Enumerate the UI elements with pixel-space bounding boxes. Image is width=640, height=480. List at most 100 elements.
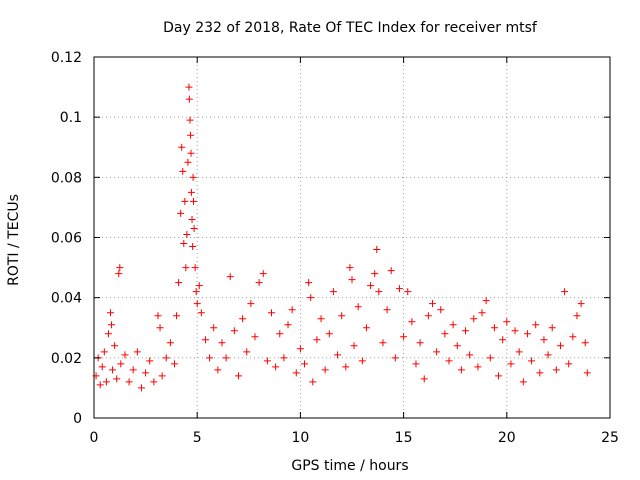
data-point bbox=[276, 330, 284, 338]
data-point bbox=[511, 327, 519, 335]
data-point bbox=[329, 288, 337, 296]
data-point bbox=[104, 330, 112, 338]
data-point bbox=[272, 363, 280, 371]
data-point bbox=[292, 369, 300, 377]
data-point bbox=[226, 273, 234, 281]
data-point bbox=[404, 288, 412, 296]
data-point bbox=[348, 276, 356, 284]
data-point bbox=[98, 363, 106, 371]
data-point bbox=[187, 149, 195, 157]
data-point bbox=[457, 366, 465, 374]
data-point bbox=[441, 330, 449, 338]
data-point bbox=[178, 143, 186, 151]
data-point bbox=[387, 267, 395, 275]
data-point bbox=[284, 321, 292, 329]
data-point bbox=[180, 240, 188, 248]
data-point bbox=[187, 188, 195, 196]
data-point bbox=[309, 378, 317, 386]
data-point bbox=[251, 333, 259, 341]
data-point bbox=[420, 375, 428, 383]
data-point bbox=[259, 270, 267, 278]
data-point bbox=[125, 378, 133, 386]
data-point bbox=[183, 230, 191, 238]
data-point bbox=[490, 324, 498, 332]
data-point bbox=[188, 215, 196, 223]
data-point bbox=[195, 282, 203, 290]
data-point bbox=[107, 309, 115, 317]
data-point bbox=[206, 354, 214, 362]
data-point bbox=[166, 339, 174, 347]
data-point bbox=[412, 360, 420, 368]
data-point bbox=[189, 173, 197, 181]
data-point bbox=[191, 264, 199, 272]
data-point bbox=[342, 363, 350, 371]
data-point bbox=[186, 116, 194, 124]
axis-ticks: 0 5 10 15 20 25 0 0.02 0.04 0.06 0.08 0.1 0.12 bbox=[51, 50, 619, 446]
data-point bbox=[482, 297, 490, 305]
data-point bbox=[565, 360, 573, 368]
y-tick-label: 0.1 bbox=[60, 110, 82, 126]
data-point bbox=[507, 360, 515, 368]
data-point bbox=[218, 339, 226, 347]
data-point bbox=[350, 342, 358, 350]
data-point bbox=[197, 309, 205, 317]
data-point bbox=[466, 351, 474, 359]
data-point bbox=[185, 95, 193, 103]
data-point bbox=[113, 375, 121, 383]
data-point bbox=[173, 312, 181, 320]
data-point bbox=[96, 381, 104, 389]
data-point bbox=[201, 336, 209, 344]
data-point bbox=[115, 270, 123, 278]
data-point bbox=[317, 315, 325, 323]
grid-lines bbox=[94, 57, 610, 418]
data-point bbox=[177, 209, 185, 217]
data-point bbox=[433, 348, 441, 356]
data-point bbox=[362, 324, 370, 332]
data-point bbox=[583, 369, 591, 377]
y-tick-label: 0.12 bbox=[51, 50, 82, 66]
data-point bbox=[358, 357, 366, 365]
data-point bbox=[474, 363, 482, 371]
data-point bbox=[424, 312, 432, 320]
data-point bbox=[100, 348, 108, 356]
data-point bbox=[182, 264, 190, 272]
data-point bbox=[179, 167, 187, 175]
data-point bbox=[129, 366, 137, 374]
y-tick-label: 0.06 bbox=[51, 231, 82, 247]
data-point bbox=[416, 339, 424, 347]
y-tick-label: 0.04 bbox=[51, 291, 82, 307]
data-point bbox=[462, 327, 470, 335]
data-point bbox=[528, 357, 536, 365]
data-point bbox=[247, 300, 255, 308]
data-points bbox=[92, 83, 591, 392]
data-point bbox=[391, 354, 399, 362]
data-point bbox=[373, 246, 381, 254]
data-point bbox=[428, 300, 436, 308]
data-point bbox=[561, 288, 569, 296]
data-point bbox=[548, 324, 556, 332]
data-point bbox=[470, 315, 478, 323]
data-point bbox=[334, 351, 342, 359]
data-point bbox=[116, 264, 124, 272]
data-point bbox=[230, 327, 238, 335]
data-point bbox=[305, 279, 313, 287]
data-point bbox=[210, 324, 218, 332]
data-point bbox=[133, 348, 141, 356]
data-point bbox=[544, 351, 552, 359]
data-point bbox=[214, 366, 222, 374]
data-point bbox=[552, 366, 560, 374]
data-point bbox=[301, 360, 309, 368]
data-point bbox=[175, 279, 183, 287]
data-point bbox=[121, 351, 129, 359]
y-tick-label: 0.08 bbox=[51, 170, 82, 186]
y-tick-label: 0 bbox=[73, 411, 82, 427]
data-point bbox=[268, 309, 276, 317]
data-point bbox=[383, 306, 391, 314]
data-point bbox=[519, 378, 527, 386]
data-point bbox=[109, 366, 117, 374]
data-point bbox=[187, 131, 195, 139]
data-point bbox=[234, 372, 242, 380]
data-point bbox=[569, 333, 577, 341]
x-tick-label: 5 bbox=[193, 430, 202, 446]
data-point bbox=[453, 342, 461, 350]
